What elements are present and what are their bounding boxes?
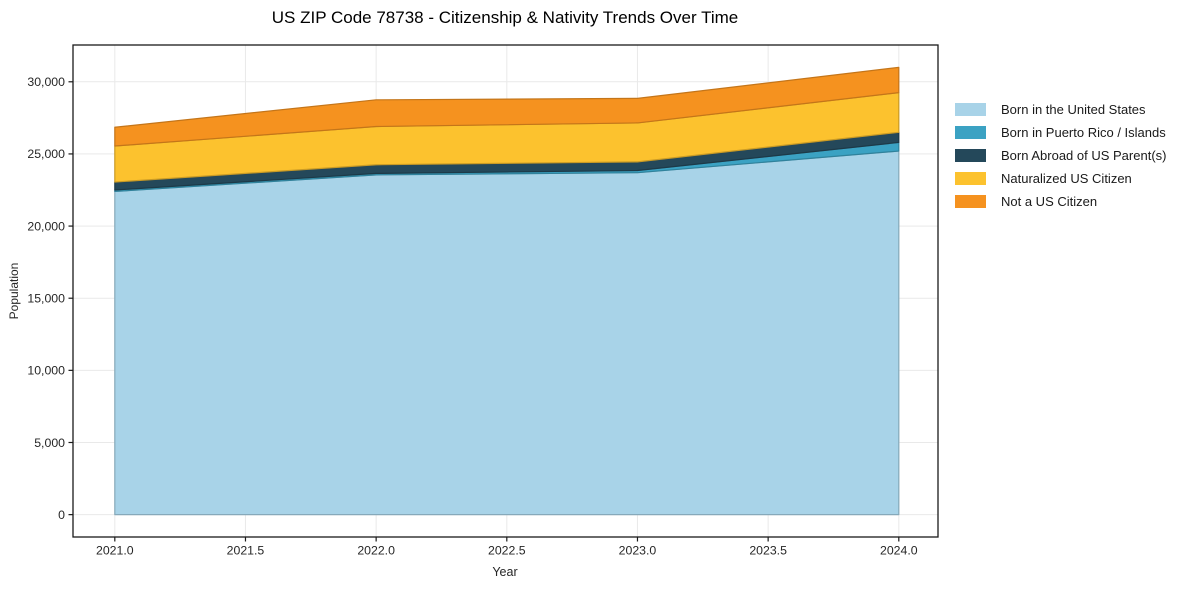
chart-title: US ZIP Code 78738 - Citizenship & Nativi… — [271, 8, 739, 27]
x-tick-label: 2022.5 — [488, 544, 526, 558]
plot-border — [72, 44, 939, 538]
y-tick-label: 0 — [58, 508, 65, 522]
x-tick-label: 2023.0 — [619, 544, 657, 558]
x-tick-label: 2021.0 — [96, 544, 134, 558]
y-tick-label: 20,000 — [27, 219, 65, 233]
legend-item: Born Abroad of US Parent(s) — [955, 144, 1166, 167]
legend-swatch — [955, 195, 986, 208]
x-tick-label: 2021.5 — [227, 544, 265, 558]
legend-label: Not a US Citizen — [1001, 194, 1098, 209]
legend-label: Born in Puerto Rico / Islands — [1001, 125, 1166, 140]
legend-item: Not a US Citizen — [955, 190, 1166, 213]
y-axis-label: Population — [7, 262, 21, 320]
x-tick-label: 2024.0 — [880, 544, 918, 558]
legend-swatch — [955, 172, 986, 185]
legend-label: Born in the United States — [1001, 102, 1146, 117]
legend-item: Born in the United States — [955, 98, 1166, 121]
legend-swatch — [955, 149, 986, 162]
legend-swatch — [955, 126, 986, 139]
y-tick-label: 30,000 — [27, 75, 65, 89]
legend-label: Naturalized US Citizen — [1001, 171, 1132, 186]
y-tick-label: 25,000 — [27, 147, 65, 161]
legend-item: Naturalized US Citizen — [955, 167, 1166, 190]
legend: Born in the United States Born in Puerto … — [955, 98, 1166, 213]
y-tick-label: 10,000 — [27, 364, 65, 378]
y-tick-label: 5,000 — [34, 436, 65, 450]
x-tick-label: 2023.5 — [749, 544, 787, 558]
x-axis-label: Year — [492, 565, 518, 579]
x-tick-label: 2022.0 — [357, 544, 395, 558]
legend-item: Born in Puerto Rico / Islands — [955, 121, 1166, 144]
legend-swatch — [955, 103, 986, 116]
area-not-a-us-citizen — [114, 66, 900, 147]
legend-label: Born Abroad of US Parent(s) — [1001, 148, 1167, 163]
area-born-in-the-united-states — [114, 150, 900, 516]
y-tick-label: 15,000 — [27, 292, 65, 306]
